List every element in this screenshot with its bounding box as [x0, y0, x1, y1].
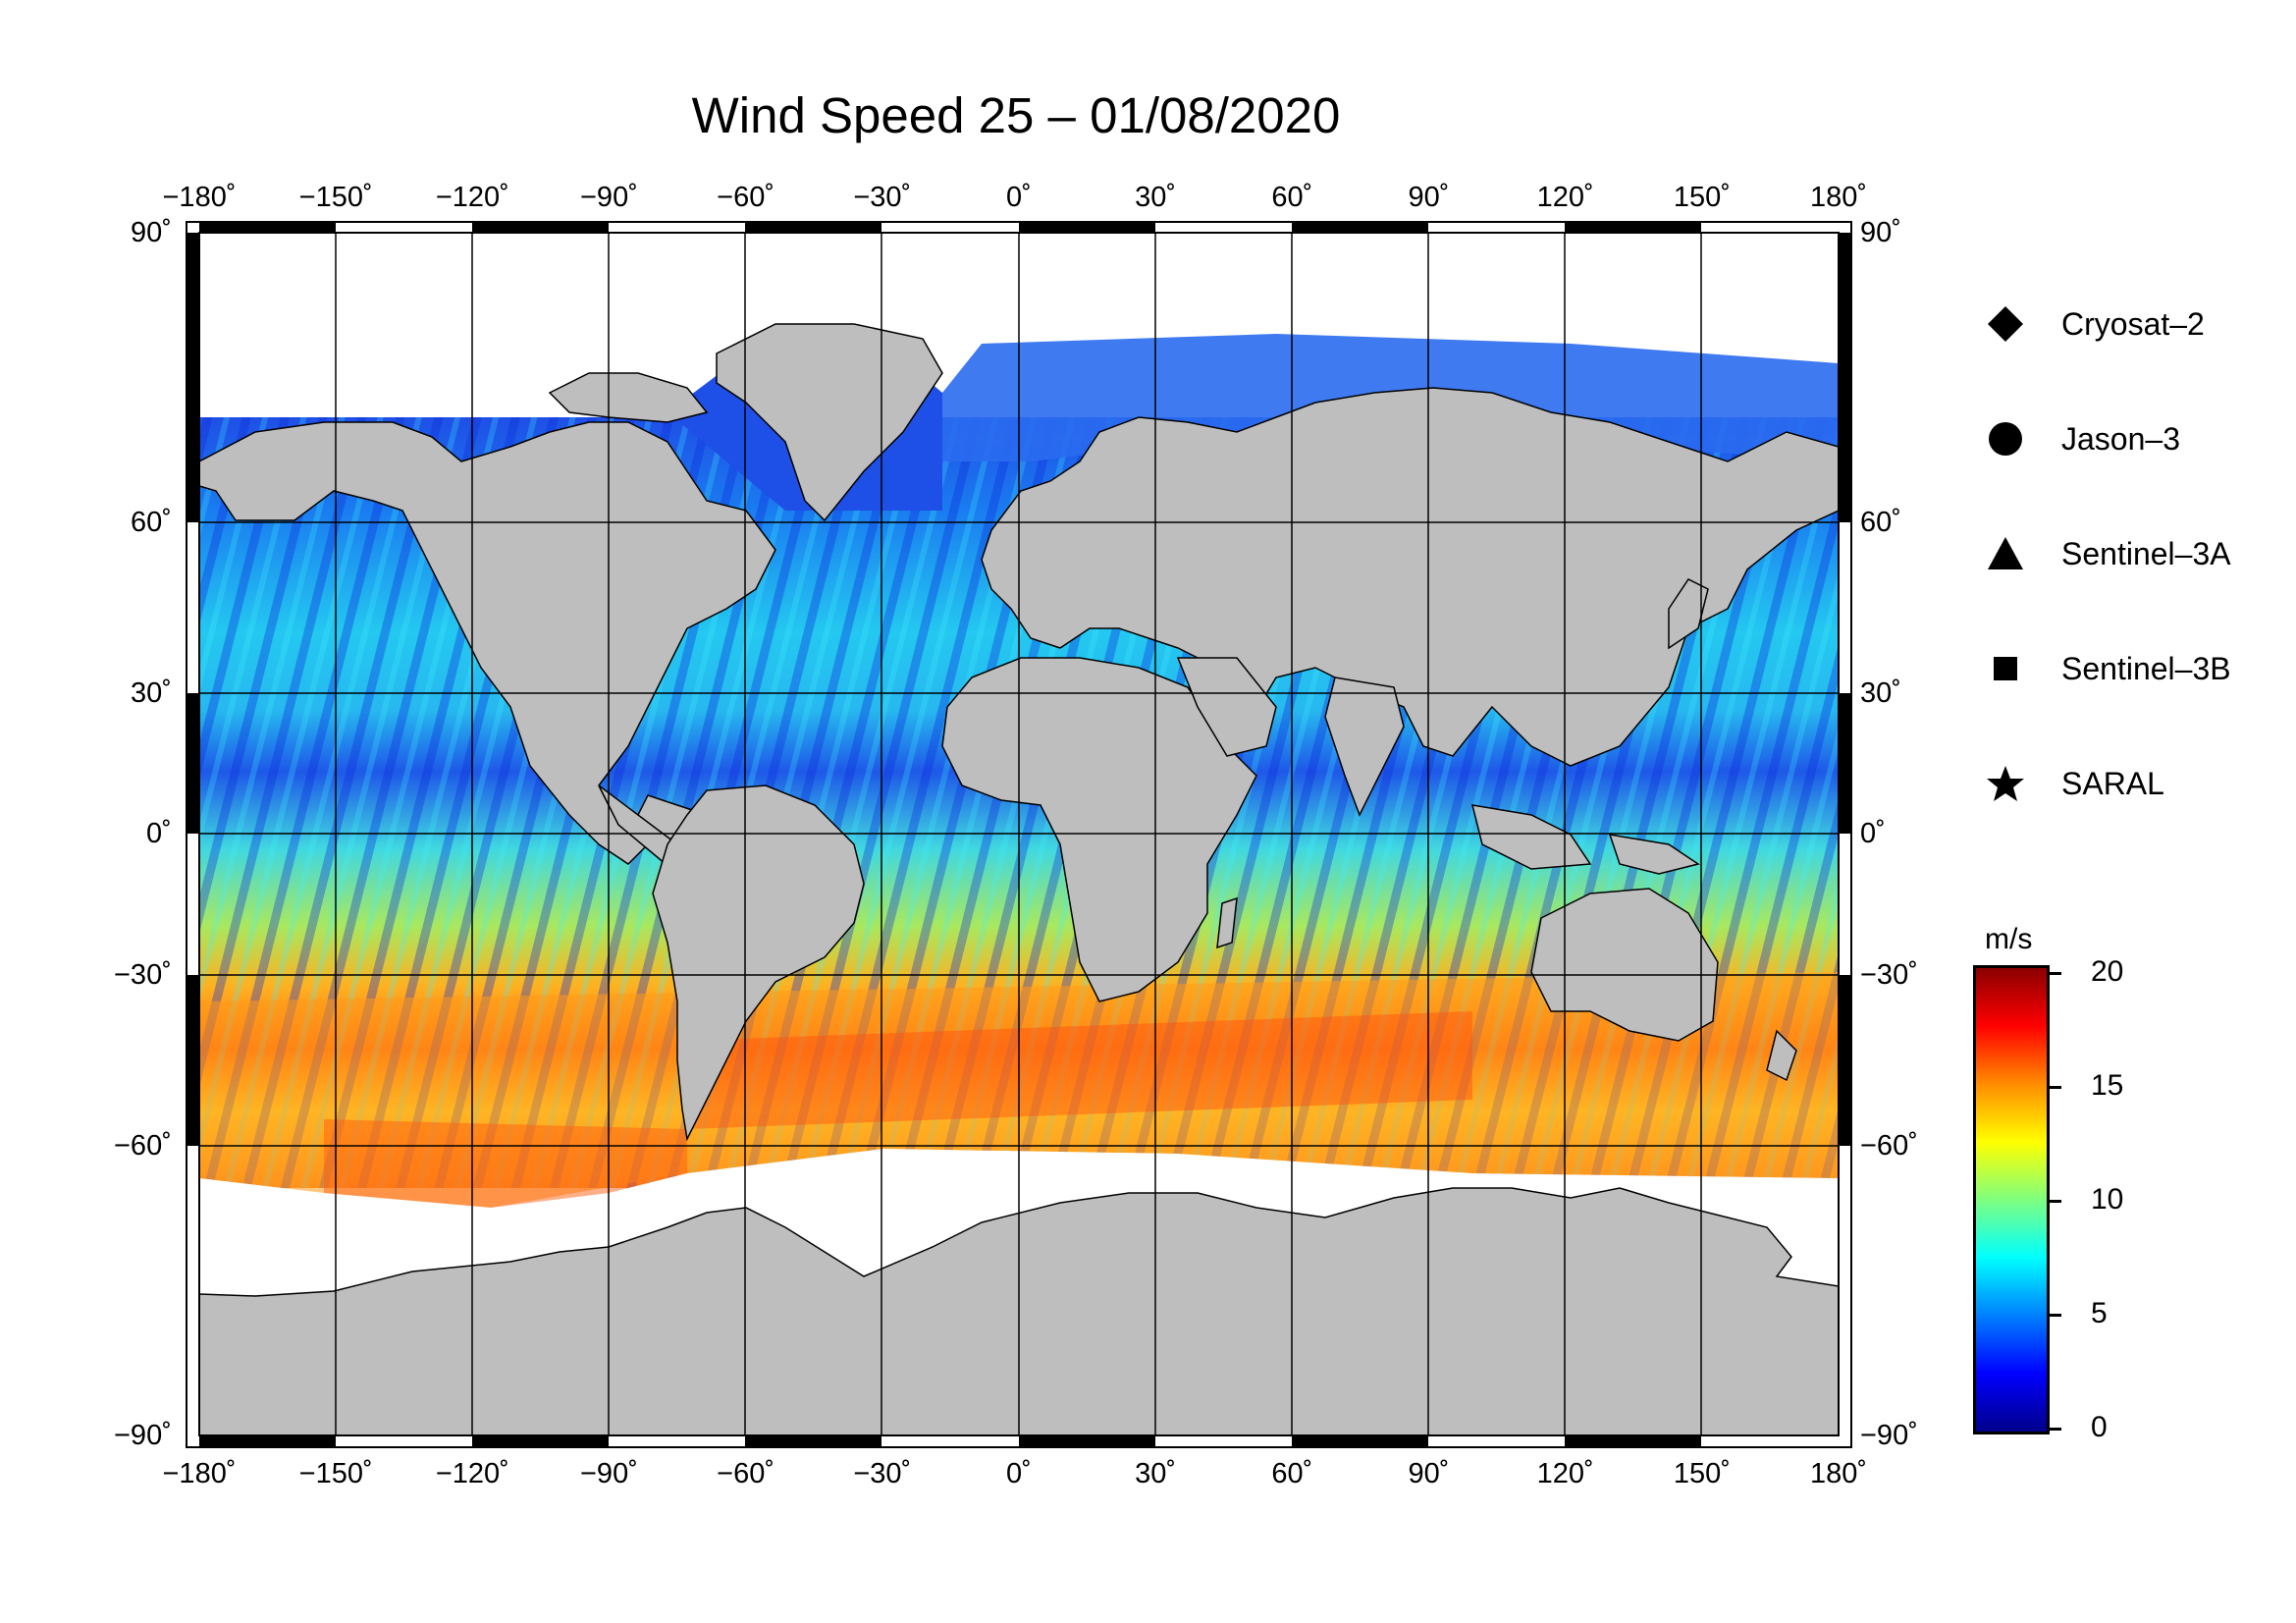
lon-tick-label-bottom: 120˚ [1536, 1458, 1594, 1489]
greenland [716, 323, 943, 522]
legend-label: SARAL [2061, 765, 2164, 801]
colorbar-tick-label: 15 [2091, 1069, 2124, 1102]
map-border-bottom [199, 1435, 1701, 1447]
lon-tick-label-top: 150˚ [1673, 182, 1731, 213]
lat-tick-label-left: 90˚ [131, 217, 172, 248]
legend-item: Sentinel–3A [1985, 528, 2231, 579]
legend-item: Jason–3 [1985, 413, 2180, 464]
lon-tick-label-bottom: −180˚ [162, 1458, 237, 1489]
lat-tick-label-left: 60˚ [131, 507, 172, 538]
legend-item: Sentinel–3B [1985, 643, 2231, 694]
colorbar-tick-mark [2050, 1086, 2061, 1089]
lon-tick-label-bottom: −90˚ [580, 1458, 638, 1489]
map-border-right [1839, 233, 1851, 1146]
lon-tick-label-top: 180˚ [1810, 182, 1868, 213]
colorbar-tick-label: 10 [2091, 1183, 2124, 1216]
lat-tick-label-right: 0˚ [1860, 818, 1886, 849]
lon-tick-label-top: −30˚ [853, 182, 912, 213]
lat-tick-label-left: −60˚ [114, 1130, 172, 1162]
lat-tick-label-left: 0˚ [146, 818, 172, 849]
legend-label: Jason–3 [2061, 420, 2180, 457]
lon-tick-label-bottom: 60˚ [1271, 1458, 1313, 1489]
lon-tick-label-bottom: 180˚ [1810, 1458, 1868, 1489]
australia [1530, 888, 1719, 1042]
legend-label: Sentinel–3B [2061, 650, 2231, 686]
lon-tick-label-top: −180˚ [162, 182, 237, 213]
lon-tick-label-top: −90˚ [580, 182, 638, 213]
colorbar-tick-mark [2050, 1428, 2061, 1431]
lat-tick-label-left: −30˚ [114, 959, 172, 991]
lon-tick-label-top: −150˚ [298, 182, 373, 213]
colorbar-tick-label: 5 [2091, 1297, 2108, 1329]
colorbar-tick-mark [2050, 1314, 2061, 1317]
legend-label: Sentinel–3A [2061, 535, 2231, 571]
colorbar-tick-label: 0 [2091, 1411, 2108, 1443]
lat-tick-label-right: 30˚ [1860, 677, 1901, 709]
lon-tick-label-bottom: 150˚ [1673, 1458, 1731, 1489]
lat-tick-label-left: −90˚ [114, 1420, 172, 1451]
map-border-left [187, 233, 199, 1146]
colorbar-unit: m/s [1985, 923, 2033, 955]
legend-item: SARAL [1985, 758, 2164, 809]
lon-tick-label-top: 0˚ [1006, 182, 1032, 213]
lon-tick-label-bottom: 30˚ [1135, 1458, 1177, 1489]
lat-tick-label-right: 90˚ [1860, 217, 1901, 248]
lon-tick-label-bottom: 90˚ [1408, 1458, 1450, 1489]
triangle-icon [1985, 533, 2026, 574]
chart-title: Wind Speed 25 – 01/08/2020 [691, 87, 1341, 143]
legend-item: Cryosat–2 [1985, 298, 2205, 350]
lat-tick-label-right: 60˚ [1860, 507, 1901, 538]
lat-tick-label-right: −30˚ [1860, 959, 1918, 991]
colorbar-tick-mark [2050, 1200, 2061, 1203]
lon-tick-label-bottom: −150˚ [298, 1458, 373, 1489]
circle-icon [1985, 418, 2026, 460]
lon-tick-label-top: 90˚ [1408, 182, 1450, 213]
lon-tick-label-top: −120˚ [435, 182, 509, 213]
legend-label: Cryosat–2 [2061, 305, 2205, 342]
lat-tick-label-left: 30˚ [131, 677, 172, 709]
lon-tick-label-bottom: −30˚ [853, 1458, 912, 1489]
lat-tick-label-right: −60˚ [1860, 1130, 1918, 1162]
colorbar-tick-label: 20 [2091, 955, 2124, 988]
lon-tick-label-bottom: −120˚ [435, 1458, 509, 1489]
star-icon [1985, 763, 2026, 804]
square-icon [1985, 648, 2026, 689]
lon-tick-label-top: −60˚ [717, 182, 775, 213]
lon-tick-label-top: 30˚ [1135, 182, 1177, 213]
africa [941, 657, 1257, 1002]
lon-tick-label-bottom: 0˚ [1006, 1458, 1032, 1489]
south-america [652, 784, 865, 1142]
lon-tick-label-bottom: −60˚ [717, 1458, 775, 1489]
lon-tick-label-top: 60˚ [1271, 182, 1313, 213]
eurasia [981, 387, 1839, 767]
lat-tick-label-right: −90˚ [1860, 1420, 1918, 1451]
diamond-icon [1985, 303, 2026, 345]
map-border-top [199, 222, 1701, 233]
colorbar-tick-mark [2050, 972, 2061, 975]
colorbar [1973, 965, 2050, 1434]
lon-tick-label-top: 120˚ [1536, 182, 1594, 213]
graticule [199, 233, 1839, 1435]
